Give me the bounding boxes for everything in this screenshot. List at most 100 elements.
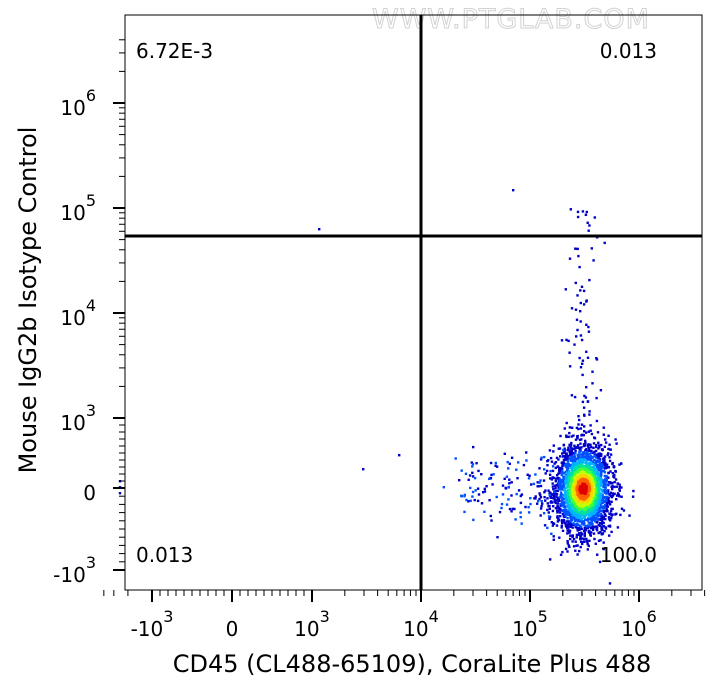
event-dot — [515, 492, 518, 496]
event-dot — [595, 500, 598, 504]
event-dot — [597, 472, 600, 476]
event-dot — [576, 210, 580, 214]
event-dot — [566, 513, 569, 516]
event-dot — [608, 512, 611, 515]
event-dot — [570, 524, 573, 527]
event-dot — [592, 494, 595, 497]
event-dot — [582, 455, 586, 458]
event-dot — [578, 549, 581, 553]
event-dot — [482, 491, 485, 494]
event-dot — [578, 516, 581, 520]
event-dot — [578, 506, 581, 509]
event-dot — [520, 493, 524, 496]
event-dot — [566, 523, 569, 526]
event-dot — [584, 494, 587, 497]
event-dot — [584, 213, 588, 216]
y-tick-exponent: 3 — [86, 401, 96, 420]
event-dot — [569, 443, 573, 447]
event-dot — [510, 481, 513, 484]
event-dot — [568, 365, 572, 368]
event-dot — [589, 469, 592, 472]
event-dot — [590, 519, 593, 522]
event-dot — [583, 468, 587, 471]
event-dot — [477, 469, 480, 473]
event-dot — [581, 507, 584, 510]
event-dot — [572, 451, 575, 455]
event-dot — [573, 478, 577, 481]
event-dot — [546, 497, 549, 500]
event-dot — [546, 526, 549, 530]
event-dot — [596, 526, 599, 529]
event-dot — [525, 459, 528, 462]
event-dot — [574, 308, 578, 311]
event-dot — [600, 483, 603, 486]
event-dot — [568, 507, 571, 511]
event-dot — [601, 493, 604, 496]
event-dot — [563, 427, 566, 430]
event-dot — [593, 473, 596, 477]
event-dot — [577, 519, 580, 522]
event-dot — [618, 487, 621, 491]
event-dot — [579, 468, 582, 471]
event-dot — [573, 516, 577, 519]
event-dot — [607, 466, 611, 469]
event-dot — [580, 489, 583, 492]
event-dot — [590, 467, 594, 471]
event-dot — [586, 495, 589, 498]
event-dot — [604, 483, 607, 486]
event-dot — [562, 484, 566, 488]
event-dot — [562, 443, 566, 447]
x-tick-label: 105 — [512, 607, 548, 641]
event-dot — [491, 483, 494, 486]
event-dot — [575, 488, 578, 492]
event-dot — [585, 518, 588, 521]
event-dot — [577, 461, 580, 464]
event-dot — [529, 497, 532, 500]
event-dot — [494, 461, 497, 465]
event-dot — [576, 529, 579, 532]
x-tick-exponent: 3 — [163, 607, 173, 626]
event-dot — [551, 522, 555, 525]
event-dot — [563, 501, 566, 504]
event-dot — [602, 510, 606, 513]
event-dot — [577, 466, 580, 470]
event-dot — [581, 478, 585, 481]
event-dot — [599, 524, 602, 527]
event-dot — [588, 488, 592, 491]
event-dot — [566, 469, 569, 472]
event-dot — [546, 502, 549, 505]
event-dot — [594, 502, 598, 505]
event-dot — [476, 487, 480, 490]
event-dot — [579, 301, 582, 305]
event-dot — [580, 517, 583, 521]
event-dot — [602, 525, 606, 528]
event-dot — [562, 472, 565, 475]
event-dot — [603, 459, 606, 462]
event-dot — [556, 483, 559, 487]
event-dot — [562, 503, 565, 507]
event-dot — [566, 550, 569, 553]
event-dot — [588, 517, 591, 520]
event-dot — [568, 351, 571, 354]
event-dot — [575, 463, 578, 466]
event-dot — [589, 493, 593, 497]
event-dot — [575, 318, 579, 321]
x-axis-label: CD45 (CL488-65109), CoraLite Plus 488 — [173, 650, 652, 678]
event-dot — [596, 517, 599, 521]
event-dot — [569, 534, 572, 537]
event-dot — [589, 514, 593, 517]
event-dot — [572, 513, 576, 516]
event-dot — [579, 458, 582, 461]
event-dot — [595, 471, 598, 475]
y-tick-exponent: 5 — [86, 191, 96, 210]
event-dot — [582, 480, 585, 484]
event-dot — [597, 514, 600, 518]
event-dot — [588, 470, 592, 474]
event-dot — [587, 483, 590, 486]
event-dot — [598, 496, 602, 500]
event-dot — [538, 498, 541, 501]
event-dot — [602, 433, 605, 436]
event-dot — [595, 498, 599, 501]
event-dot — [564, 486, 568, 489]
event-dot — [580, 495, 584, 498]
